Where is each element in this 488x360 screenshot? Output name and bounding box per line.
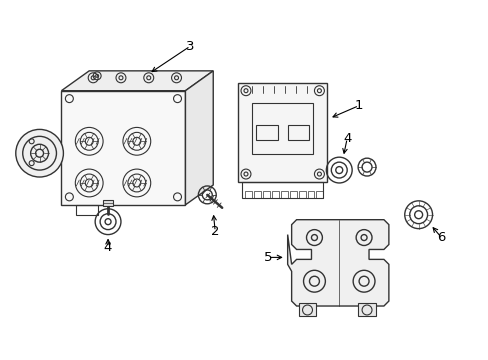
- Bar: [316, 191, 323, 198]
- Bar: [298, 191, 305, 198]
- Text: 4: 4: [103, 241, 112, 254]
- Text: 4: 4: [342, 132, 351, 145]
- Bar: [103, 200, 113, 206]
- Bar: [255, 125, 277, 140]
- Bar: [76, 205, 98, 215]
- Bar: [307, 191, 314, 198]
- Bar: [238, 83, 326, 182]
- Bar: [242, 182, 323, 198]
- Bar: [289, 191, 296, 198]
- Circle shape: [16, 129, 63, 177]
- Polygon shape: [287, 220, 388, 306]
- Bar: [271, 191, 278, 198]
- Bar: [357, 303, 375, 316]
- Text: 6: 6: [436, 231, 445, 244]
- Text: 3: 3: [186, 40, 194, 53]
- Bar: [280, 191, 287, 198]
- Text: 1: 1: [354, 99, 363, 112]
- Text: 5: 5: [263, 251, 271, 264]
- Bar: [298, 303, 316, 316]
- Text: 2: 2: [210, 225, 219, 238]
- Bar: [253, 191, 260, 198]
- Bar: [251, 103, 313, 154]
- Polygon shape: [185, 71, 213, 205]
- Bar: [244, 191, 251, 198]
- Polygon shape: [61, 91, 185, 205]
- Bar: [287, 125, 309, 140]
- Polygon shape: [61, 71, 213, 91]
- Bar: [263, 191, 269, 198]
